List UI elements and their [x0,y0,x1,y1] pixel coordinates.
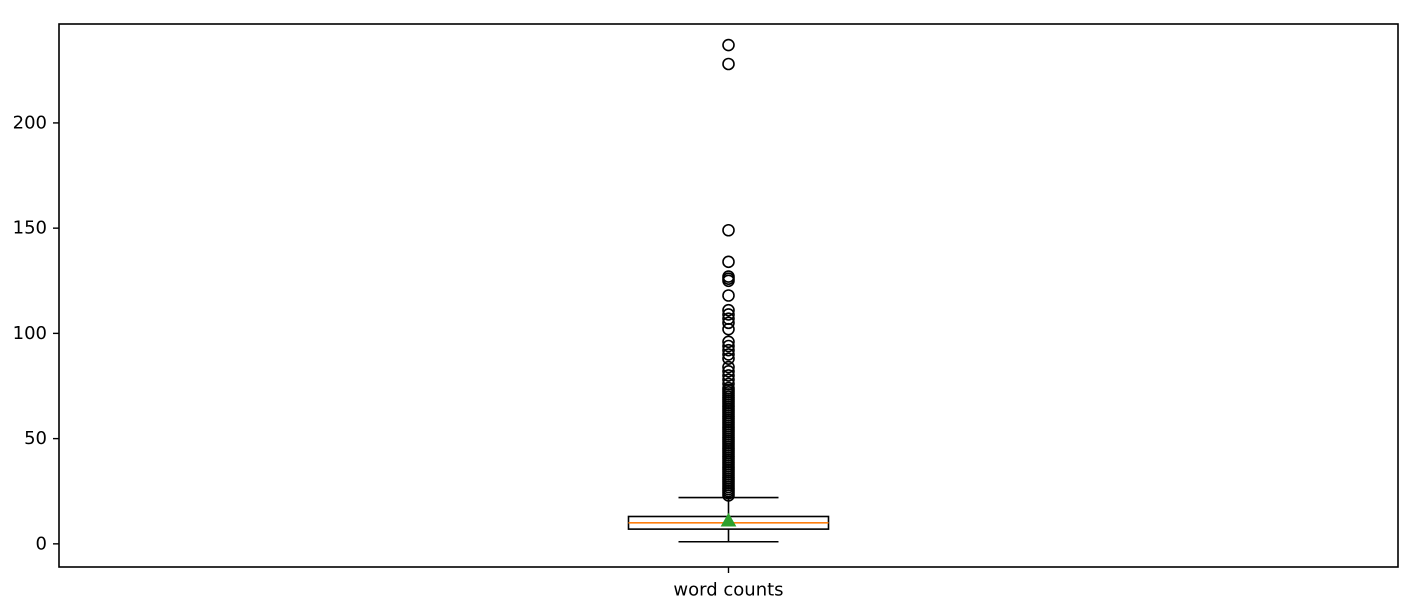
y-axis: 0 50 100 150 200 [13,112,59,554]
mean-marker [720,512,737,527]
outlier-point [722,343,735,357]
plot-content [627,38,830,543]
outlier-point [722,369,735,382]
outlier-point [722,223,735,237]
y-tick-label: 0 [36,533,47,554]
outlier-point [722,335,735,349]
outlier-point [722,377,735,391]
outlier-point [722,339,735,353]
x-axis: word counts [673,567,784,601]
outlier-point [722,360,735,374]
outlier-point [722,312,735,325]
outlier-point [722,364,735,378]
outlier-point [722,38,735,52]
y-tick-label: 100 [13,323,47,344]
outlier-point [722,373,735,386]
outlier-point [722,255,735,269]
y-tick-label: 150 [13,218,47,239]
outlier-point [722,270,735,283]
outlier-point [722,322,735,336]
x-tick-label: word counts [673,580,783,601]
outlier-point [722,289,735,302]
outlier-point [722,303,735,317]
outlier-point [722,381,735,395]
outlier-point [722,352,735,365]
y-tick-label: 50 [24,428,47,449]
y-tick-label: 200 [13,112,47,133]
outlier-point [722,316,735,330]
outlier-point [722,308,735,321]
outlier-point [722,348,735,361]
outlier-point [722,57,735,71]
